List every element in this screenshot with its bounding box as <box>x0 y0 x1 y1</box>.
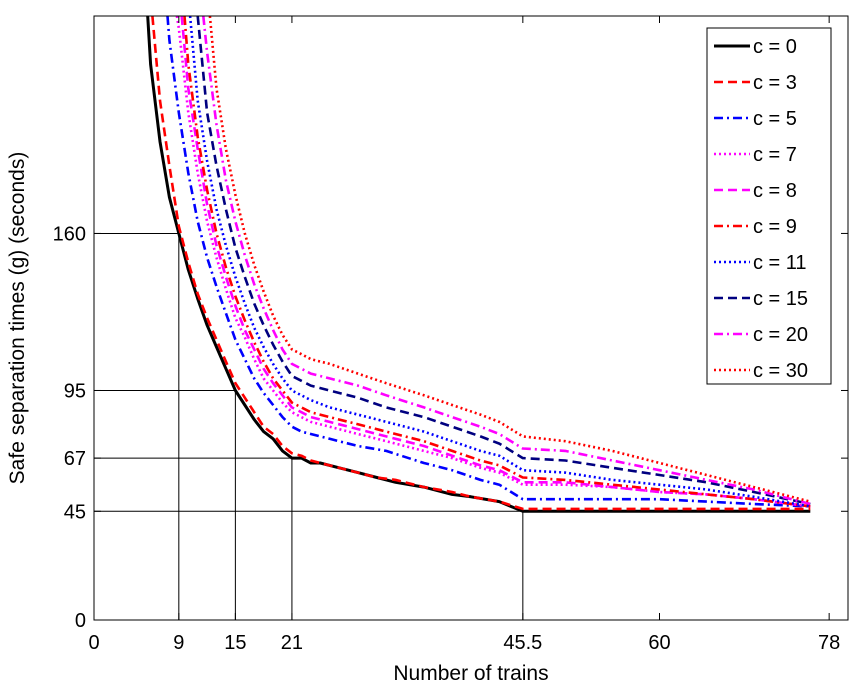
series-line <box>196 16 811 506</box>
legend-label: c = 11 <box>753 252 807 274</box>
series-line <box>146 16 811 513</box>
y-tick-label: 67 <box>64 448 86 470</box>
y-tick-label: 95 <box>64 380 86 402</box>
legend-label: c = 7 <box>753 144 797 166</box>
legend-box <box>706 27 832 385</box>
legend-label: c = 30 <box>753 360 808 382</box>
y-axis-label: Safe separation times (g) (seconds) <box>6 152 29 485</box>
reference-lines <box>94 232 524 620</box>
y-tick-label: 45 <box>64 501 86 523</box>
x-axis-label: Number of trains <box>393 662 548 685</box>
legend-label: c = 8 <box>753 180 797 202</box>
series-line <box>151 16 811 511</box>
series-layer <box>146 16 811 513</box>
y-tick-label: 160 <box>53 223 86 245</box>
series-line <box>180 16 811 508</box>
legend-label: c = 9 <box>753 216 797 238</box>
x-tick-label: 21 <box>281 632 303 654</box>
x-tick-label: 0 <box>88 632 99 654</box>
x-tick-label: 9 <box>173 632 184 654</box>
legend-label: c = 15 <box>753 288 808 310</box>
series-line <box>208 16 811 503</box>
legend-label: c = 3 <box>753 72 797 94</box>
plot-frame <box>93 15 849 621</box>
x-tick-label: 45.5 <box>503 632 542 654</box>
x-tick-label: 78 <box>818 632 840 654</box>
series-line <box>188 16 811 508</box>
legend-label: c = 5 <box>753 108 797 130</box>
legend-label: c = 0 <box>753 36 797 58</box>
series-line <box>166 16 811 508</box>
series-line <box>202 16 811 506</box>
axis-ticks: 0 9 15 21 45.5 60 78 0 45 67 95 160 <box>53 16 848 654</box>
legend-label: c = 20 <box>753 324 808 346</box>
y-tick-label: 0 <box>75 610 86 632</box>
legend: c = 0 c = 3 c = 5 c = 7 c = 8 c = 9 c = 11 c = … <box>706 27 832 385</box>
series-line <box>175 16 811 508</box>
x-tick-label: 15 <box>224 632 246 654</box>
series-line <box>183 16 811 508</box>
x-tick-label: 60 <box>648 632 670 654</box>
